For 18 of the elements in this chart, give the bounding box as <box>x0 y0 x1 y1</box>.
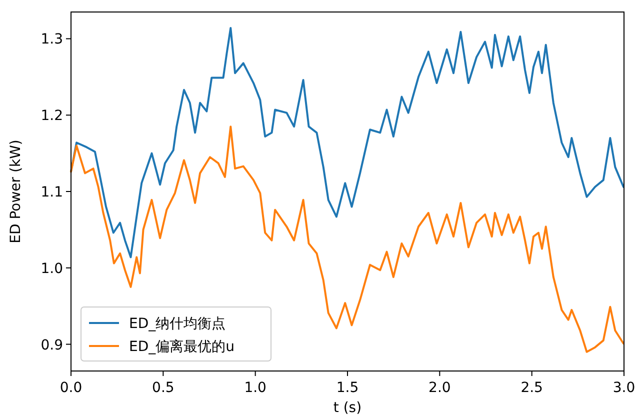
x-tick-label: 3.0 <box>612 380 635 396</box>
x-tick-label: 2.0 <box>428 380 451 396</box>
line-series <box>70 27 624 258</box>
x-tick-label: 2.5 <box>520 380 543 396</box>
x-axis-title: t (s) <box>333 400 362 416</box>
x-tick-label: 1.5 <box>336 380 359 396</box>
line-series <box>70 126 624 353</box>
y-tick-label: 0.9 <box>40 337 63 354</box>
y-tick-label: 1.0 <box>40 260 63 277</box>
legend-label: ED_偏离最优的u <box>129 339 234 355</box>
y-axis-title: ED Power (kW) <box>8 140 24 244</box>
y-tick-label: 1.3 <box>40 32 63 48</box>
y-tick-label: 1.2 <box>40 108 63 124</box>
x-tick-label: 0.5 <box>152 380 174 396</box>
y-tick-label: 1.1 <box>40 184 63 200</box>
x-tick-label: 1.0 <box>244 380 266 396</box>
x-tick-label: 0.0 <box>60 380 82 396</box>
legend-label: ED_纳什均衡点 <box>129 316 226 332</box>
